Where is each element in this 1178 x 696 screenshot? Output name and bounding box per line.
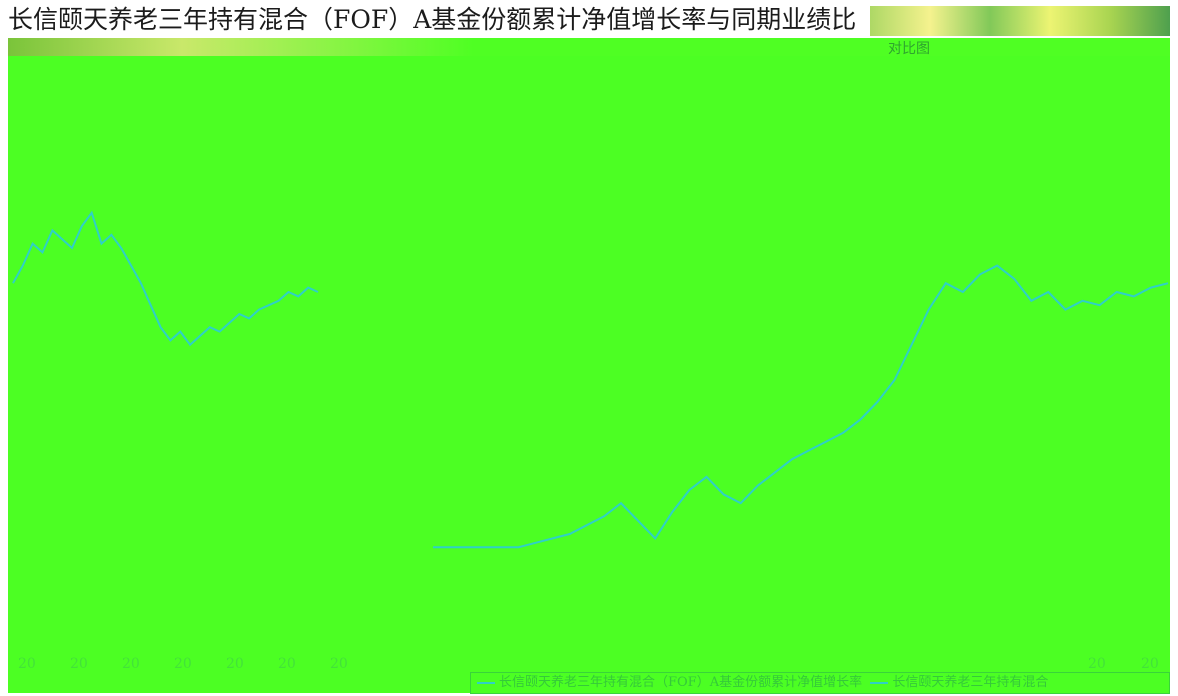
title-decoration (870, 6, 1170, 36)
x-tick-label: 20 (70, 656, 88, 672)
x-tick-label: 20 (18, 656, 36, 672)
legend-entry-1: 长信颐天养老三年持有混合（FOF）A基金份额累计净值增长率 (499, 675, 863, 690)
x-tick-label: 20 (174, 656, 192, 672)
legend-entry-2: 长信颐天养老三年持有混合 (892, 675, 1049, 690)
x-tick-label: 20 (330, 656, 348, 672)
x-tick-label: 20 (1088, 656, 1106, 672)
x-tick-label: 20 (1141, 656, 1159, 672)
chart-title: 长信颐天养老三年持有混合（FOF）A基金份额累计净值增长率与同期业绩比 (8, 2, 1178, 38)
x-tick-label: 20 (226, 656, 244, 672)
legend-swatch-2 (870, 681, 889, 684)
series-line-2 (433, 264, 1169, 549)
series-line-1 (12, 210, 319, 347)
legend: 长信颐天养老三年持有混合（FOF）A基金份额累计净值增长率 长信颐天养老三年持有… (470, 672, 1170, 694)
line-chart: 20 20 20 20 20 20 20 20 20 (12, 210, 1169, 672)
chart-title-text: 长信颐天养老三年持有混合（FOF）A基金份额累计净值增长率与同期业绩比 (8, 5, 857, 34)
plot-area: 20 20 20 20 20 20 20 20 20 (8, 56, 1170, 693)
x-tick-label: 20 (278, 656, 296, 672)
subtitle-label: 对比图 (888, 41, 930, 56)
x-tick-label: 20 (122, 656, 140, 672)
subtitle-strip: 对比图 (8, 38, 1170, 56)
legend-swatch-1 (477, 681, 495, 684)
